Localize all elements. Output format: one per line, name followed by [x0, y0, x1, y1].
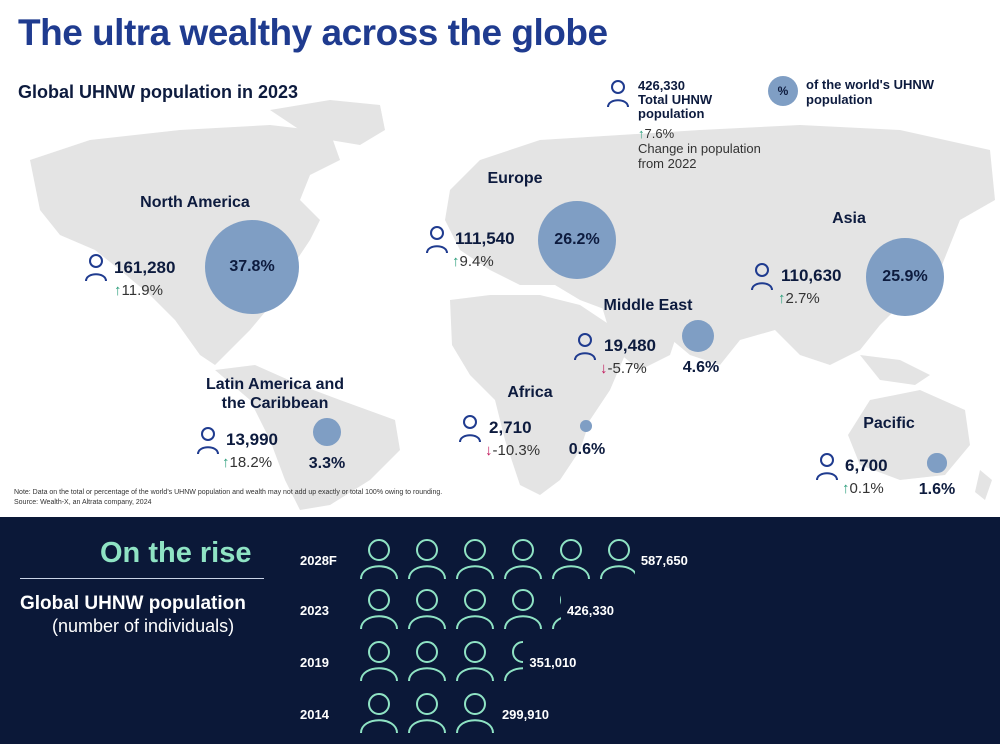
region-change: ↑2.7%: [778, 290, 820, 307]
legend-change-label-1: Change in population: [638, 141, 761, 156]
region-name-latin-america-line-2: the Caribbean: [221, 395, 329, 412]
page-title: The ultra wealthy across the globe: [18, 12, 608, 53]
up-arrow-icon: ↑: [638, 126, 645, 141]
region-population: 6,700: [845, 456, 888, 475]
bar-year: 2014: [300, 707, 329, 722]
share-label: 4.6%: [682, 359, 720, 376]
legend-share-label-2: population: [806, 92, 873, 107]
region-population: 110,630: [781, 266, 842, 285]
share-label: 3.3%: [308, 455, 346, 472]
source-text: Source: Wealth-X, an Altrata company, 20…: [14, 499, 152, 506]
region-name-pacific: Pacific: [863, 415, 915, 432]
person-icon: [408, 641, 446, 682]
bar-value-label: 426,330: [563, 601, 619, 620]
region-name-north-america: North America: [140, 194, 250, 211]
person-icon: [503, 641, 524, 682]
divider: [20, 578, 264, 579]
region-change: ↑11.9%: [114, 282, 163, 299]
region-population: 19,480: [604, 336, 656, 355]
person-icon: [456, 589, 494, 630]
person-icon: [599, 539, 635, 580]
up-arrow-icon: ↑: [778, 290, 786, 307]
person-icon: [455, 693, 494, 734]
region-change: ↓-10.3%: [485, 442, 541, 459]
region-name-europe: Europe: [487, 170, 543, 187]
person-icon: [504, 589, 542, 630]
share-bubble: 26.2%: [537, 200, 617, 280]
bar-value-label: 351,010: [525, 653, 581, 672]
down-arrow-icon: ↓: [600, 360, 608, 377]
bar-year: 2019: [300, 655, 329, 670]
down-arrow-icon: ↓: [485, 442, 493, 459]
region-population: 161,280: [114, 258, 176, 277]
up-arrow-icon: ↑: [452, 253, 460, 270]
person-icon: [85, 254, 107, 282]
share-label: 1.6%: [918, 481, 956, 498]
region-name-africa: Africa: [507, 384, 553, 401]
person-icon: [551, 595, 562, 630]
bar-value-label: 587,650: [636, 551, 692, 570]
region-change: ↑9.4%: [452, 253, 494, 270]
person-icon: [408, 539, 446, 580]
legend-share-label-1: of the world's UHNW: [806, 77, 935, 92]
person-icon: [360, 539, 398, 580]
share-bubble: [313, 418, 341, 446]
region-name-middle-east: Middle East: [603, 297, 693, 314]
region-change: ↑0.1%: [842, 480, 884, 497]
share-bubble: 25.9%: [866, 238, 944, 316]
bar-year: 2023: [300, 603, 329, 618]
person-icon: [360, 641, 398, 682]
rise-title: On the rise: [100, 537, 252, 569]
region-population: 13,990: [226, 430, 278, 449]
share-label: 0.6%: [568, 441, 606, 458]
person-icon: [574, 333, 596, 361]
region-population: 111,540: [455, 229, 515, 248]
person-icon: [504, 539, 542, 580]
person-icon: [360, 693, 398, 734]
person-icon: [456, 641, 494, 682]
note-text: Note: Data on the total or percentage of…: [14, 489, 443, 496]
region-name-latin-america: Latin America and: [205, 376, 345, 393]
share-bubble: [681, 319, 715, 353]
person-icon: [816, 453, 838, 481]
bar-year: 2028F: [300, 553, 337, 568]
region-change: ↑18.2%: [222, 454, 273, 471]
person-icon: [459, 415, 481, 443]
person-icon: [408, 589, 446, 630]
share-bubble: 37.8%: [205, 220, 299, 314]
person-icon: [552, 539, 590, 580]
rise-subtitle: Global UHNW population: [20, 593, 246, 614]
region-name-asia: Asia: [832, 210, 866, 227]
note: Note: Data on the total or percentage of…: [14, 488, 442, 508]
region-change: ↓-5.7%: [600, 360, 647, 377]
share-bubble: [927, 453, 947, 473]
person-icon: [360, 589, 398, 630]
region-population: 2,710: [489, 418, 532, 437]
map-subtitle: Global UHNW population in 2023: [18, 82, 299, 102]
legend-change-label-2: from 2022: [638, 156, 697, 171]
legend-share-bubble: %: [768, 76, 798, 106]
legend-change: ↑7.6%: [638, 126, 675, 141]
share-bubble: [580, 420, 592, 432]
up-arrow-icon: ↑: [842, 480, 850, 497]
up-arrow-icon: ↑: [222, 454, 230, 471]
person-icon: [607, 80, 629, 108]
legend-total-label-1: Total UHNW: [638, 92, 713, 107]
person-icon: [456, 539, 494, 580]
bar-value-label: 299,910: [497, 705, 553, 724]
person-icon: [751, 263, 773, 291]
person-icon: [426, 226, 448, 254]
rise-subtitle-2: (number of individuals): [52, 616, 235, 636]
person-icon: [408, 693, 446, 734]
person-icon: [197, 427, 219, 455]
legend-total-value: 426,330: [638, 78, 685, 93]
up-arrow-icon: ↑: [114, 282, 122, 299]
legend-total-label-2: population: [638, 106, 705, 121]
